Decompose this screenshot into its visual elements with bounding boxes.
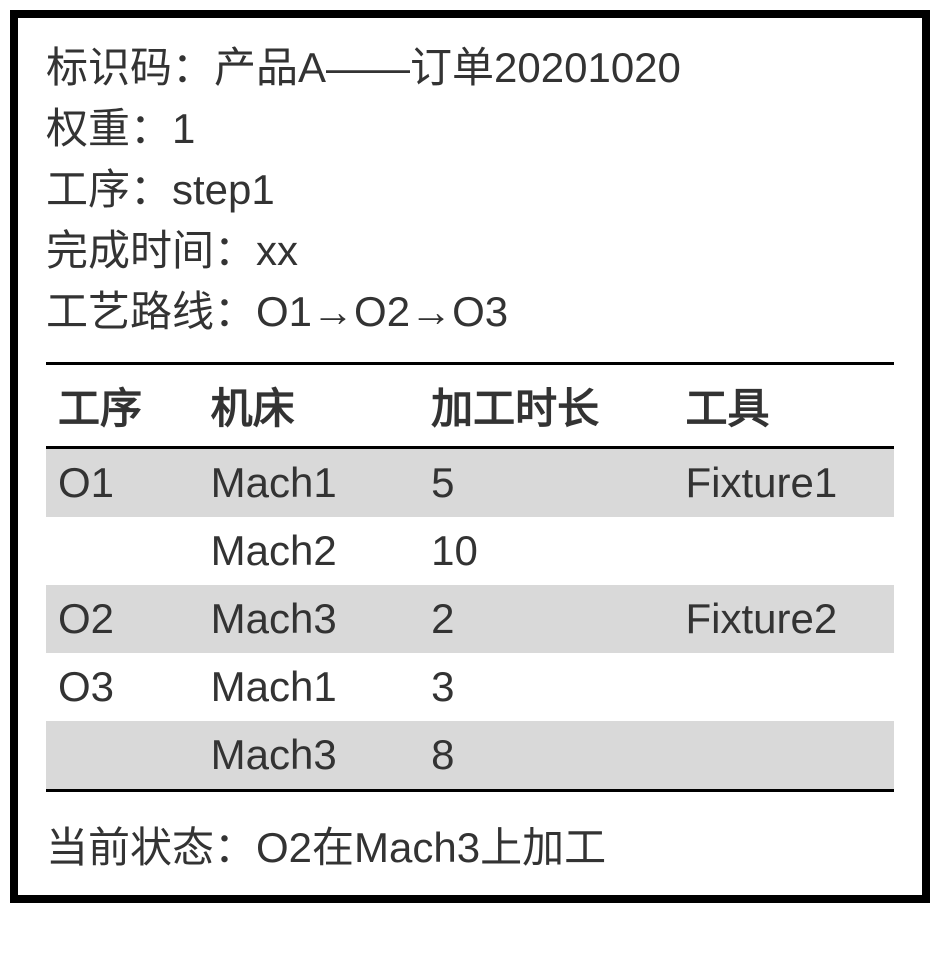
cell-duration: 8: [419, 721, 673, 791]
table-row: Mach3 8: [46, 721, 894, 791]
step-value: step1: [172, 166, 275, 213]
finish-label: 完成时间：: [46, 227, 256, 274]
operations-table: 工序 机床 加工时长 工具 O1 Mach1 5 Fixture1 Mach2 …: [46, 362, 894, 792]
cell-duration: 10: [419, 517, 673, 585]
cell-op: O1: [46, 448, 199, 518]
status-label: 当前状态：: [46, 824, 256, 871]
cell-tool: [673, 721, 894, 791]
field-id: 标识码：产品A——订单20201020: [46, 38, 894, 99]
operations-table-wrapper: 工序 机床 加工时长 工具 O1 Mach1 5 Fixture1 Mach2 …: [46, 362, 894, 792]
weight-value: 1: [172, 105, 195, 152]
cell-tool: [673, 517, 894, 585]
cell-duration: 2: [419, 585, 673, 653]
route-label: 工艺路线：: [46, 288, 256, 335]
status-value: O2在Mach3上加工: [256, 824, 606, 871]
cell-machine: Mach1: [199, 653, 419, 721]
weight-label: 权重：: [46, 105, 172, 152]
cell-machine: Mach3: [199, 585, 419, 653]
info-card: 标识码：产品A——订单20201020 权重：1 工序：step1 完成时间：x…: [10, 10, 930, 903]
id-value: 产品A——订单20201020: [214, 44, 681, 91]
field-finish-time: 完成时间：xx: [46, 221, 894, 282]
cell-op: O2: [46, 585, 199, 653]
col-header-duration: 加工时长: [419, 364, 673, 448]
cell-duration: 5: [419, 448, 673, 518]
field-status: 当前状态：O2在Mach3上加工: [46, 814, 894, 875]
cell-duration: 3: [419, 653, 673, 721]
cell-machine: Mach1: [199, 448, 419, 518]
cell-machine: Mach3: [199, 721, 419, 791]
table-row: O1 Mach1 5 Fixture1: [46, 448, 894, 518]
table-header-row: 工序 机床 加工时长 工具: [46, 364, 894, 448]
col-header-machine: 机床: [199, 364, 419, 448]
route-value: O1→O2→O3: [256, 288, 508, 335]
finish-value: xx: [256, 227, 298, 274]
table-body: O1 Mach1 5 Fixture1 Mach2 10 O2 Mach3 2 …: [46, 448, 894, 791]
id-label: 标识码：: [46, 44, 214, 91]
field-step: 工序：step1: [46, 160, 894, 221]
table-row: O2 Mach3 2 Fixture2: [46, 585, 894, 653]
cell-op: [46, 517, 199, 585]
field-route: 工艺路线：O1→O2→O3: [46, 282, 894, 343]
table-row: O3 Mach1 3: [46, 653, 894, 721]
cell-machine: Mach2: [199, 517, 419, 585]
cell-op: O3: [46, 653, 199, 721]
table-row: Mach2 10: [46, 517, 894, 585]
cell-op: [46, 721, 199, 791]
step-label: 工序：: [46, 166, 172, 213]
field-weight: 权重：1: [46, 99, 894, 160]
cell-tool: Fixture2: [673, 585, 894, 653]
col-header-tool: 工具: [673, 364, 894, 448]
col-header-op: 工序: [46, 364, 199, 448]
cell-tool: [673, 653, 894, 721]
cell-tool: Fixture1: [673, 448, 894, 518]
